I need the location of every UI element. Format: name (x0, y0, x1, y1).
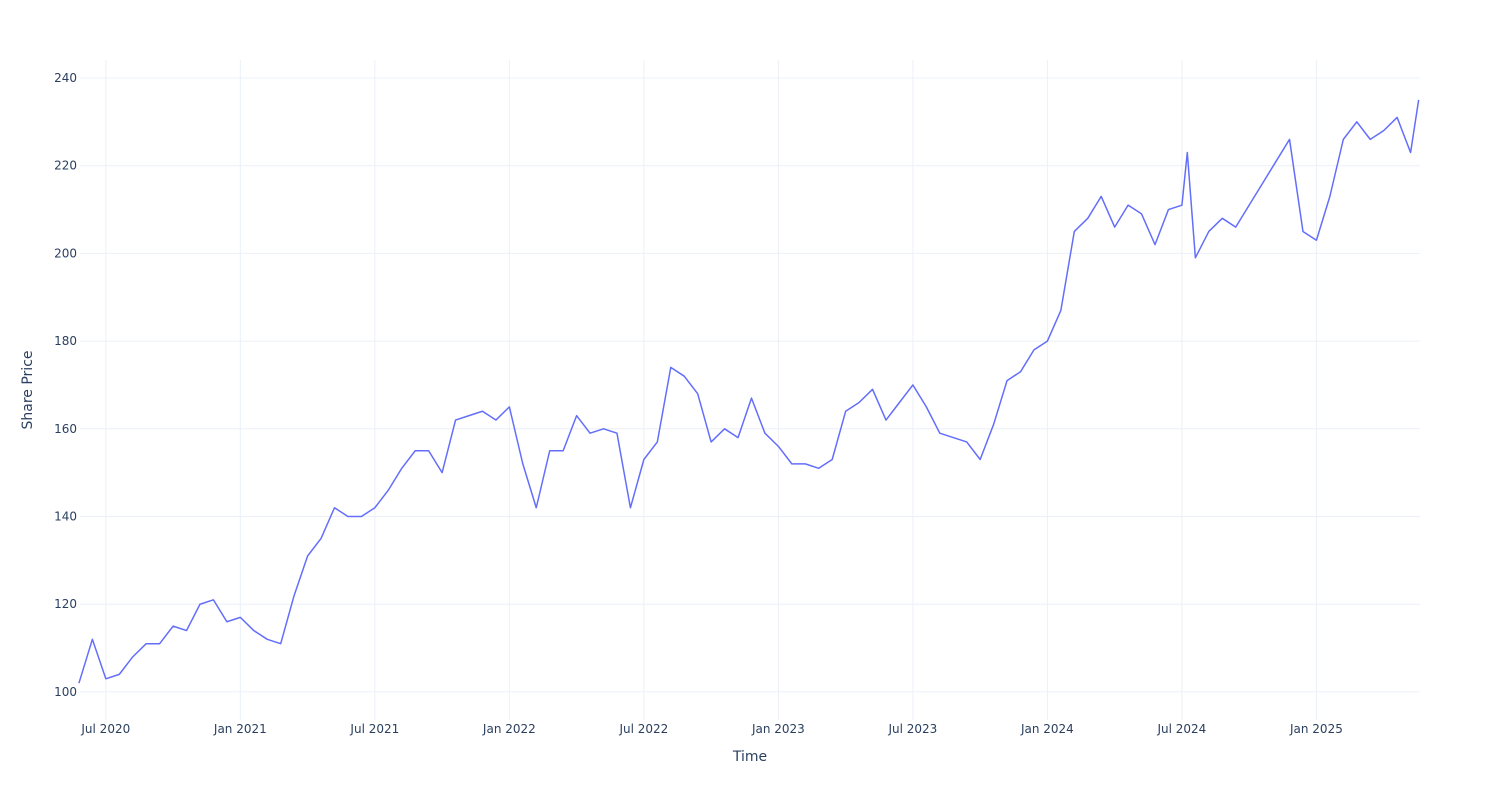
plot-area (78, 99, 1420, 684)
grid (80, 60, 1420, 720)
x-tick-label: Jan 2025 (1289, 722, 1343, 736)
x-tick-label: Jul 2024 (1156, 722, 1206, 736)
price-line (78, 99, 1420, 684)
y-tick-label: 180 (54, 334, 77, 348)
x-tick-label: Jul 2022 (618, 722, 668, 736)
y-tick-label: 140 (54, 510, 77, 524)
y-axis-title: Share Price (20, 350, 36, 429)
y-tick-label: 120 (54, 597, 77, 611)
x-tick-label: Jul 2021 (349, 722, 399, 736)
x-tick-label: Jan 2022 (482, 722, 536, 736)
x-axis-title: Time (732, 749, 767, 765)
x-tick-label: Jul 2023 (887, 722, 937, 736)
y-tick-label: 160 (54, 422, 77, 436)
y-tick-label: 240 (54, 71, 77, 85)
x-tick-label: Jan 2024 (1020, 722, 1074, 736)
y-tick-label: 200 (54, 246, 77, 260)
y-tick-label: 100 (54, 685, 77, 699)
x-tick-label: Jan 2021 (213, 722, 267, 736)
x-tick-label: Jan 2023 (751, 722, 805, 736)
y-tick-label: 220 (54, 159, 77, 173)
x-tick-label: Jul 2020 (80, 722, 130, 736)
